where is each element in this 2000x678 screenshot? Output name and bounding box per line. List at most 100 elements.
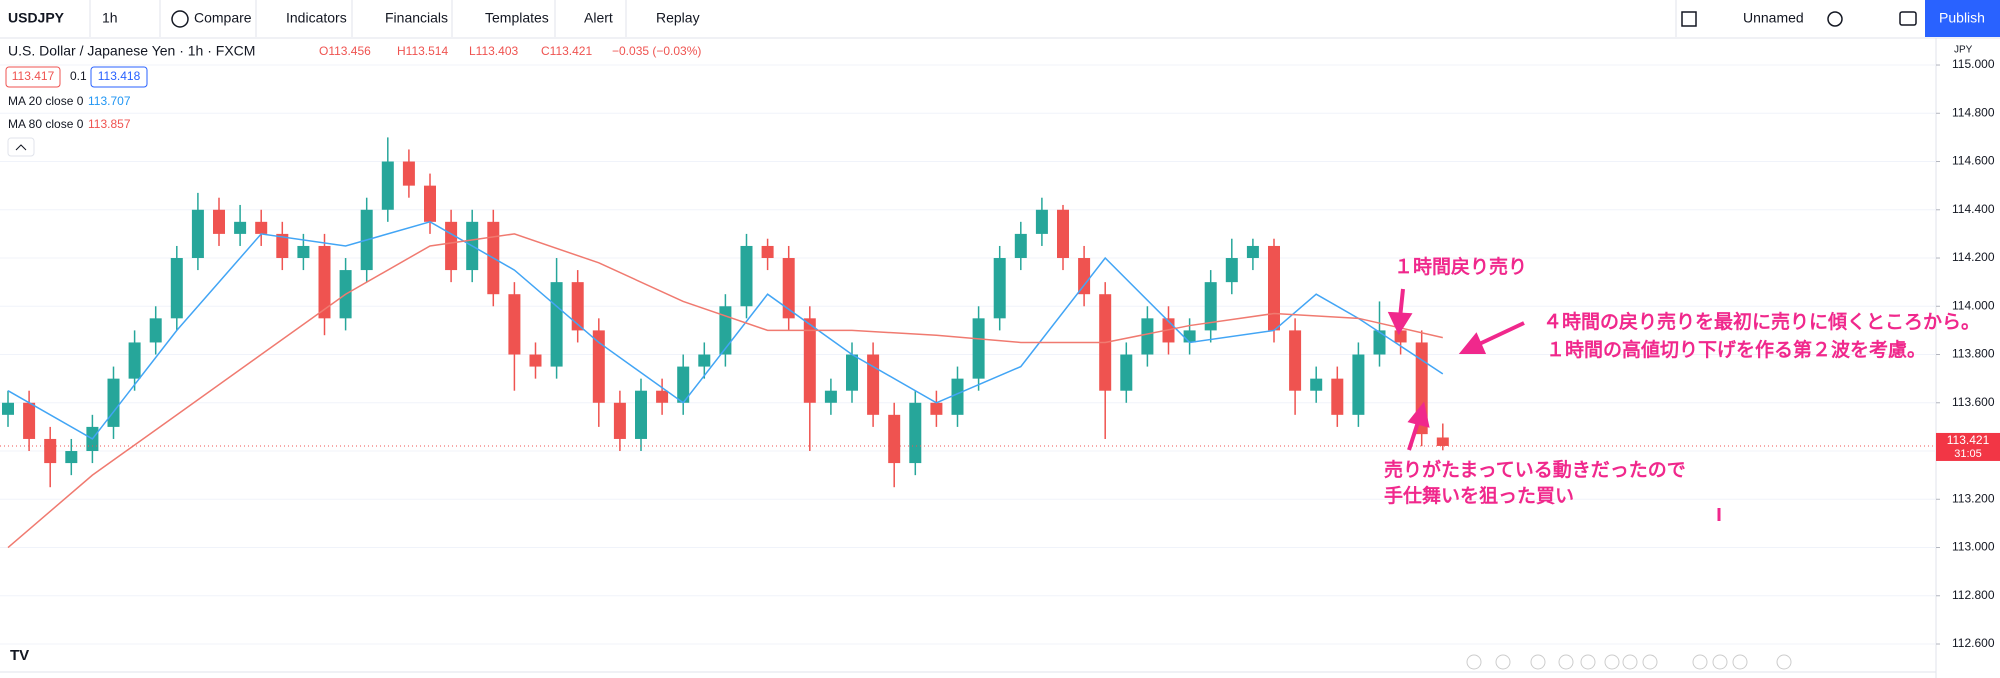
y-tick-label: 114.400 [1952, 202, 1995, 216]
bid-box[interactable] [5, 66, 61, 88]
countdown: 31:05 [1954, 448, 1982, 460]
legend-title: U.S. Dollar / Japanese Yen · 1h · FXCM [8, 43, 255, 59]
toolbar-icons [171, 10, 1917, 28]
candle-body [1141, 318, 1154, 355]
legend-ohlc: O113.456 [319, 44, 371, 58]
ask[interactable]: 113.418 [98, 69, 141, 83]
event-icons [1466, 654, 1792, 670]
publish-button[interactable] [1925, 0, 2000, 37]
arrows [1387, 288, 1721, 521]
candle-body [23, 402, 36, 439]
ma-value: 113.707 [88, 94, 131, 108]
candle-body [424, 185, 436, 222]
spread: 0.1 [70, 69, 87, 83]
candle-body [719, 306, 732, 355]
candle-body [1268, 245, 1280, 331]
candle-body [297, 245, 310, 259]
candle-body [1204, 282, 1217, 331]
candle-body [888, 414, 901, 464]
candle-body [635, 390, 647, 439]
candle-body [1183, 330, 1196, 343]
candle-body [656, 390, 669, 403]
candle-body [107, 378, 120, 427]
toolbar-item[interactable]: Compare [194, 10, 252, 26]
candle-body [1014, 233, 1027, 259]
candle-body [1310, 378, 1323, 391]
candle-body [445, 221, 458, 271]
candle-body [2, 402, 14, 415]
candle-body [677, 366, 690, 403]
toolbar-item[interactable]: Replay [656, 10, 700, 26]
toolbar-item[interactable]: Templates [485, 10, 549, 26]
candle-body [1078, 258, 1091, 295]
candle-body [1331, 378, 1344, 415]
y-tick-label: 115.000 [1952, 57, 1995, 71]
candle-body [529, 354, 542, 367]
candle-body [1035, 209, 1048, 234]
last-price-label: 113.421 [1947, 433, 1990, 447]
candle-body [803, 318, 816, 403]
toolbar-item[interactable]: Indicators [286, 10, 347, 26]
toolbar-item[interactable]: Financials [385, 10, 448, 26]
legend-ohlc: L113.403 [469, 44, 518, 58]
candle-body [1289, 330, 1302, 391]
candle-body [740, 245, 753, 307]
annotation: 売りがたまっている動きだったので [1384, 458, 1686, 481]
ask-box[interactable] [90, 66, 148, 88]
candle-body [1352, 354, 1365, 415]
last-price-box [1936, 432, 2000, 461]
y-tick-label: 112.800 [1952, 588, 1995, 602]
y-tick-label: 113.600 [1952, 395, 1995, 409]
moving-average-line [7, 233, 1443, 549]
candle-body [276, 233, 289, 259]
logo: TV [10, 647, 29, 664]
candle-body [698, 354, 711, 367]
candle-body [761, 245, 774, 259]
currency: JPY [1954, 45, 1973, 56]
candle-body [255, 221, 268, 234]
candle-body [571, 282, 584, 331]
y-tick-label: 113.200 [1952, 491, 1995, 505]
moving-average-line [7, 221, 1444, 440]
candle-body [846, 354, 858, 391]
candle-body [149, 318, 162, 343]
y-tick-label: 114.000 [1952, 298, 1995, 312]
interval[interactable]: 1h [102, 10, 118, 26]
candle-body [1246, 245, 1259, 259]
candle-body [65, 451, 78, 464]
ma-name: MA 80 close 0 [8, 117, 84, 131]
candle-body [170, 258, 183, 319]
annotation: ４時間の戻り売りを最初に売りに傾くところから。 [1543, 310, 1980, 333]
candle-body [824, 390, 837, 403]
legend-ohlc: H113.514 [397, 44, 448, 58]
toolbar-item[interactable]: Alert [584, 10, 613, 26]
candle-body [782, 258, 795, 319]
candle-body [234, 221, 247, 234]
candle-body [613, 402, 626, 439]
candle-body [318, 245, 331, 319]
y-tick-label: 112.600 [1952, 636, 1995, 650]
candle-body [1394, 330, 1407, 343]
candle-body [993, 258, 1006, 319]
layout-name[interactable]: Unnamed [1743, 10, 1804, 26]
candle-body [930, 402, 943, 415]
candle-body [1436, 437, 1449, 446]
candle-body [1373, 330, 1386, 355]
candle-body [191, 209, 204, 259]
ma-value: 113.857 [88, 117, 131, 131]
symbol[interactable]: USDJPY [8, 10, 65, 26]
collapse-button[interactable] [7, 137, 35, 157]
publish-label[interactable]: Publish [1939, 10, 1985, 26]
candle-body [1057, 209, 1069, 259]
candle-body [44, 438, 57, 464]
candle-body [550, 282, 563, 367]
candle-body [508, 294, 521, 355]
legend-ohlc: C113.421 [541, 44, 592, 58]
candle-body [951, 378, 964, 415]
toolbar-separators [89, 0, 1677, 37]
y-tick-label: 114.800 [1952, 105, 1995, 119]
y-tick-label: 113.800 [1952, 347, 1995, 361]
bid[interactable]: 113.417 [12, 69, 55, 83]
annotation: 手仕舞いを狙った買い [1384, 484, 1574, 507]
collapse-icon [15, 144, 27, 151]
